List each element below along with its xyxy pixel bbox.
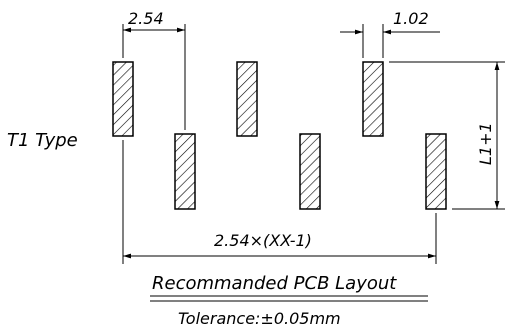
- span-dimension: [122, 140, 437, 264]
- pad: [112, 61, 134, 137]
- pad-width-label: 1.02: [393, 9, 429, 28]
- pad: [174, 133, 196, 210]
- pitch-label: 2.54: [128, 9, 164, 28]
- type-label: T1 Type: [7, 130, 78, 151]
- pitch-dimension: [122, 24, 186, 130]
- pads-bottom-row: [174, 133, 447, 210]
- span-label: 2.54×(XX-1): [214, 231, 312, 250]
- pad-length-label: L1+1: [476, 122, 495, 165]
- pad: [425, 133, 447, 210]
- pad-length-dimension: [389, 61, 505, 210]
- pad: [362, 61, 384, 137]
- pads-top-row: [112, 61, 384, 137]
- pad-width-dimension: [340, 24, 440, 58]
- pad: [299, 133, 321, 210]
- tolerance-label: Tolerance:±0.05mm: [178, 309, 341, 328]
- caption-title: Recommanded PCB Layout: [152, 273, 397, 294]
- pad: [236, 61, 258, 137]
